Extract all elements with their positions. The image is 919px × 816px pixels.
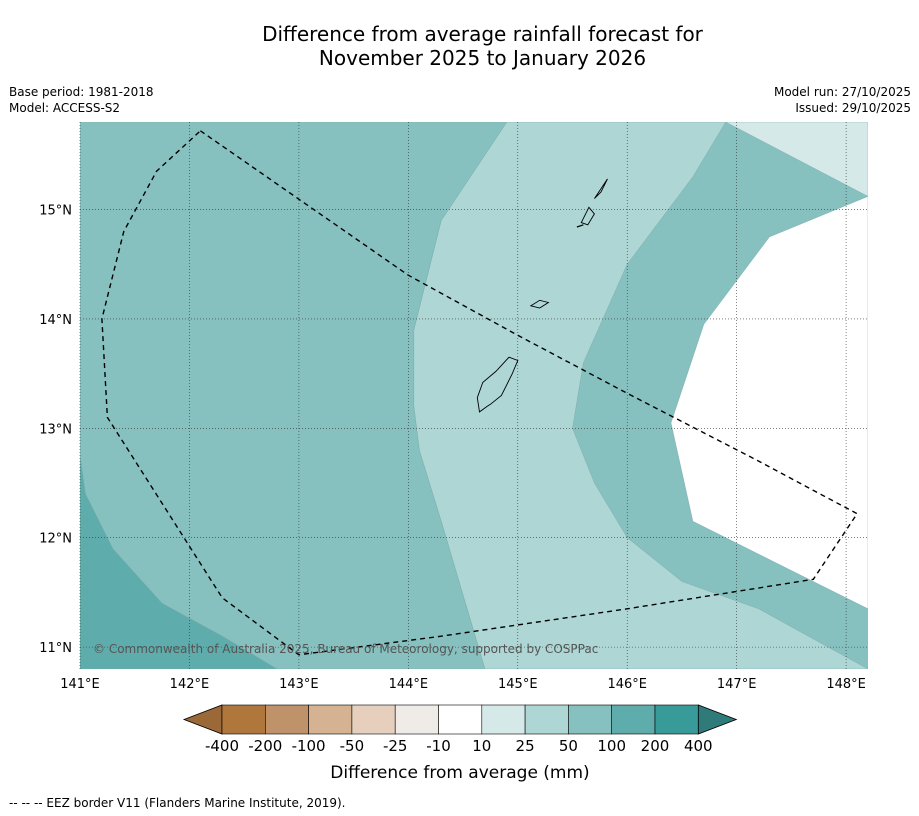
colorbar-swatch-7 [524, 704, 569, 735]
x-tick-label-2: 143°E [279, 677, 319, 692]
colorbar-swatch-6 [481, 704, 526, 735]
colorbar-swatch-1 [264, 704, 309, 735]
chart-title: Difference from average rainfall forecas… [0, 22, 919, 70]
base-period: Base period: 1981-2018 [9, 85, 154, 99]
colorbar-tick-label-9: 100 [597, 737, 626, 755]
colorbar-swatch-5 [438, 704, 483, 735]
y-tick-label-1: 12°N [39, 532, 72, 547]
rainfall-map: © Commonwealth of Australia 2025, Bureau… [39, 122, 868, 783]
island-tinian [580, 206, 595, 226]
model-run: Model run: 27/10/2025 [773, 85, 911, 99]
y-tick-label-0: 11°N [39, 641, 72, 656]
colorbar-extend-high [697, 704, 738, 735]
colorbar-tick-label-4: -25 [383, 737, 408, 755]
x-tick-label-7: 148°E [826, 677, 866, 692]
copyright-watermark: © Commonwealth of Australia 2025, Bureau… [93, 642, 598, 656]
islands [476, 178, 608, 413]
model-name: Model: ACCESS-S2 [9, 101, 121, 115]
x-tick-label-1: 142°E [170, 677, 210, 692]
colorbar-swatch-4 [394, 704, 439, 735]
eez-border-line [101, 129, 859, 656]
colorbar-swatch-0 [221, 704, 266, 735]
y-tick-label-2: 13°N [39, 422, 72, 437]
contour-region-3 [80, 455, 278, 669]
gridlines [79, 122, 868, 669]
y-tick-label-3: 14°N [39, 313, 72, 328]
colorbar-tick-label-2: -100 [292, 737, 326, 755]
run-info: Model run: 27/10/2025 Issued: 29/10/2025 [774, 84, 911, 116]
colorbar-swatch-8 [568, 704, 613, 735]
colorbar-tick-label-8: 50 [559, 737, 578, 755]
colorbar: -400 -200 -100 -50 -25 -10 10 25 50 100 200 400 [182, 704, 738, 755]
x-tick-label-3: 144°E [389, 677, 429, 692]
model-info: Base period: 1981-2018 Model: ACCESS-S2 [9, 84, 154, 116]
colorbar-tick-label-11: 400 [684, 737, 713, 755]
colorbar-swatch-9 [611, 704, 656, 735]
colorbar-tick-label-0: -400 [205, 737, 239, 755]
x-tick-label-0: 141°E [60, 677, 100, 692]
axis-tick-labels: 141°E 142°E 143°E 144°E 145°E 146°E 147°E 148°E… [39, 204, 866, 692]
island-guam [476, 356, 519, 413]
title-line-1: Difference from average rainfall forecas… [262, 22, 703, 46]
colorbar-label: Difference from average (mm) [330, 763, 589, 783]
y-tick-label-4: 15°N [39, 204, 72, 219]
colorbar-tick-label-3: -50 [340, 737, 365, 755]
issued-date: Issued: 29/10/2025 [795, 101, 911, 115]
island-rota [529, 299, 550, 309]
x-tick-label-4: 145°E [498, 677, 538, 692]
colorbar-tick-label-7: 25 [516, 737, 535, 755]
eez-legend: -- -- -- EEZ border V11 (Flanders Marine… [9, 796, 346, 810]
colorbar-extend-low [182, 704, 223, 735]
island-saipan [594, 178, 608, 199]
title-line-2: November 2025 to January 2026 [318, 46, 647, 70]
colorbar-swatch-10 [654, 704, 699, 735]
colorbar-tick-label-10: 200 [641, 737, 670, 755]
colorbar-tick-label-1: -200 [248, 737, 282, 755]
colorbar-swatch-2 [308, 704, 353, 735]
island-aguijan [576, 224, 584, 228]
contour-region-4 [670, 196, 868, 610]
contour-regions [80, 122, 868, 669]
x-tick-label-6: 147°E [717, 677, 757, 692]
colorbar-tick-label-6: 10 [472, 737, 491, 755]
x-tick-label-5: 146°E [607, 677, 647, 692]
colorbar-swatch-3 [351, 704, 396, 735]
colorbar-tick-label-5: -10 [426, 737, 451, 755]
